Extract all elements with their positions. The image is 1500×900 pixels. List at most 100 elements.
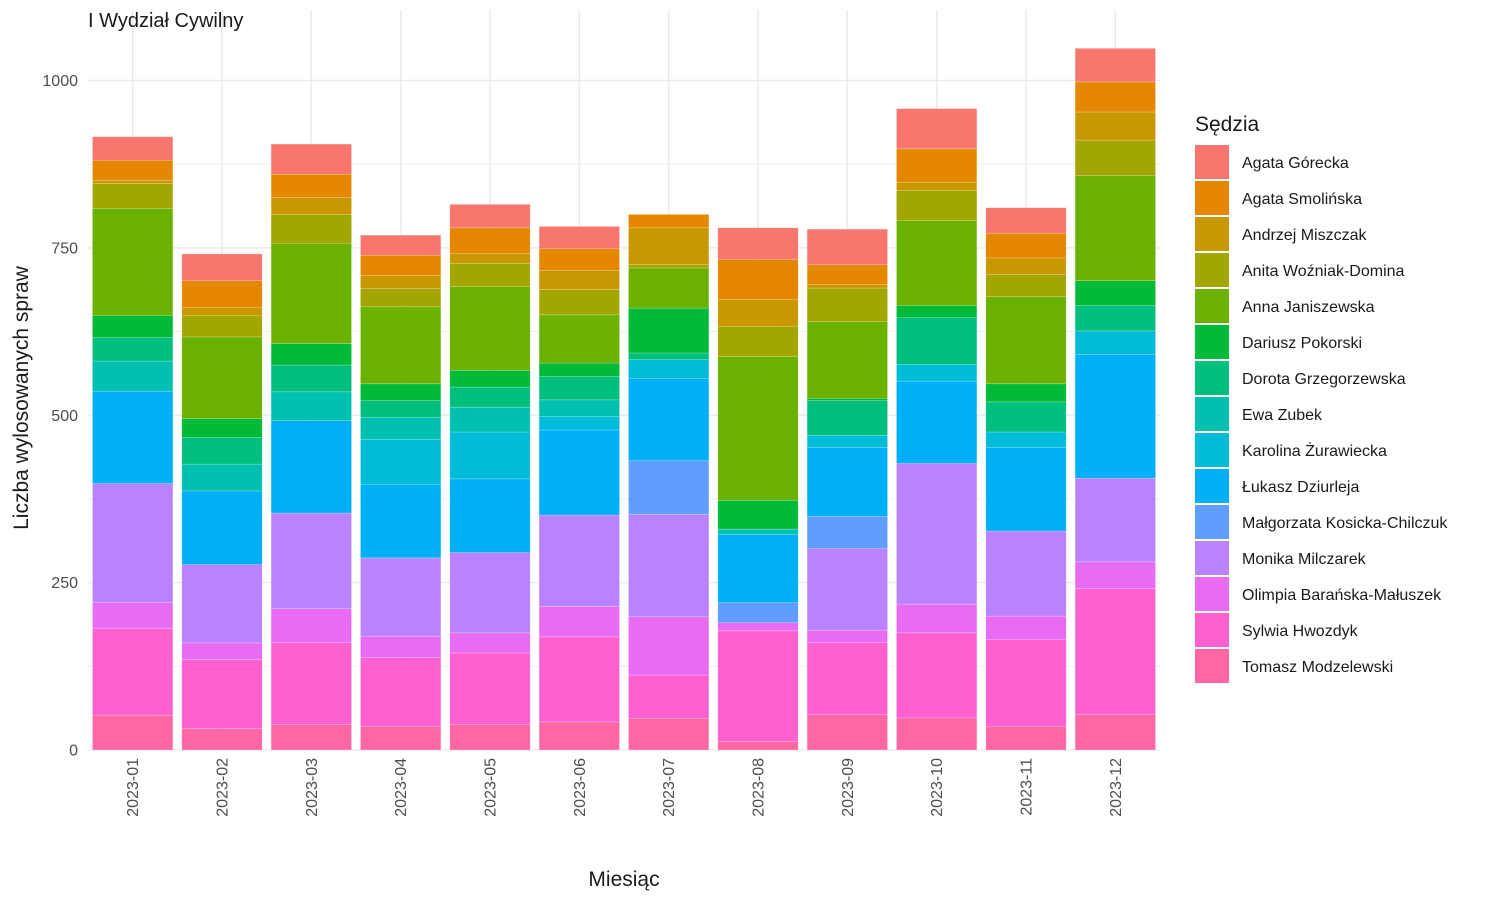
bar-segment bbox=[270, 364, 352, 393]
bar-segment bbox=[449, 724, 531, 751]
bar-segment bbox=[181, 490, 263, 565]
legend-title: Sędzia bbox=[1195, 113, 1260, 136]
bar-segment bbox=[92, 136, 174, 161]
bar-segment bbox=[92, 337, 174, 362]
bar-segment bbox=[181, 463, 263, 492]
bar-segment bbox=[1074, 561, 1156, 589]
legend-label: Agata Górecka bbox=[1242, 155, 1349, 172]
bar-segment bbox=[985, 383, 1067, 403]
bar-segment bbox=[449, 431, 531, 480]
bar-segment bbox=[449, 552, 531, 634]
bar-segment bbox=[92, 360, 174, 392]
bar-segment bbox=[717, 299, 799, 327]
bar-segment bbox=[806, 400, 888, 436]
bar-segment bbox=[360, 439, 442, 485]
bar-segment bbox=[1074, 588, 1156, 715]
bar-segment bbox=[449, 632, 531, 654]
bar-segment bbox=[449, 652, 531, 725]
bar-segment bbox=[896, 305, 978, 318]
bar-segment bbox=[181, 564, 263, 644]
legend-label: Agata Smolińska bbox=[1242, 191, 1362, 208]
bar-segment bbox=[92, 208, 174, 316]
bar-segment bbox=[360, 726, 442, 751]
bar-segment bbox=[985, 296, 1067, 385]
bar-segment bbox=[628, 214, 710, 229]
legend-label: Dariusz Pokorski bbox=[1242, 335, 1362, 352]
bar-segment bbox=[628, 359, 710, 379]
bar-segment bbox=[449, 370, 531, 388]
legend-swatch bbox=[1195, 433, 1229, 467]
bar-segment bbox=[270, 197, 352, 215]
bar-segment bbox=[985, 530, 1067, 617]
bar-segment bbox=[806, 228, 888, 265]
legend-swatch bbox=[1195, 145, 1229, 179]
bar-segment bbox=[717, 356, 799, 501]
bar-segment bbox=[270, 343, 352, 366]
bar-segment bbox=[181, 336, 263, 419]
bar-segment bbox=[1074, 175, 1156, 281]
bar-segment bbox=[806, 548, 888, 631]
y-tick-label: 1000 bbox=[42, 73, 78, 90]
bar-segment bbox=[449, 252, 531, 264]
bar-segment bbox=[1074, 81, 1156, 113]
bar-segment bbox=[449, 262, 531, 288]
bar-segment bbox=[896, 317, 978, 365]
bar-segment bbox=[1074, 139, 1156, 176]
x-tick-label: 2023-01 bbox=[125, 758, 142, 817]
bar-segment bbox=[360, 635, 442, 658]
legend-swatch bbox=[1195, 613, 1229, 647]
bar-segment bbox=[896, 108, 978, 150]
bar-segment bbox=[985, 232, 1067, 259]
legend-label: Andrzej Miszczak bbox=[1242, 227, 1367, 244]
bar-segment bbox=[360, 657, 442, 727]
bar-segment bbox=[92, 390, 174, 484]
bar-segment bbox=[806, 629, 888, 643]
bar-segment bbox=[806, 398, 888, 401]
bar-segment bbox=[92, 714, 174, 751]
bar-segment bbox=[985, 726, 1067, 751]
bar-segment bbox=[538, 416, 620, 431]
bar-segment bbox=[92, 602, 174, 629]
bar-segment bbox=[538, 429, 620, 516]
bar-segment bbox=[1074, 714, 1156, 751]
bar-segment bbox=[181, 659, 263, 729]
bar-segment bbox=[806, 435, 888, 448]
bar-segment bbox=[538, 606, 620, 638]
bar-segment bbox=[270, 420, 352, 514]
bar-segment bbox=[717, 528, 799, 535]
bar-segment bbox=[360, 400, 442, 418]
x-tick-label: 2023-04 bbox=[393, 758, 410, 817]
bar-segment bbox=[628, 460, 710, 515]
bar-segment bbox=[1074, 330, 1156, 355]
bar-segment bbox=[92, 315, 174, 338]
legend-label: Monika Milczarek bbox=[1242, 551, 1367, 568]
x-tick-label: 2023-12 bbox=[1108, 758, 1125, 817]
bar-segment bbox=[449, 478, 531, 553]
bar-segment bbox=[806, 264, 888, 285]
bar-segment bbox=[806, 516, 888, 549]
bar-segment bbox=[806, 714, 888, 751]
bar-segment bbox=[538, 270, 620, 290]
bar-segment bbox=[628, 674, 710, 719]
bar-segment bbox=[1074, 111, 1156, 141]
bar-segment bbox=[896, 148, 978, 183]
legend-swatch bbox=[1195, 649, 1229, 683]
legend-label: Sylwia Hwozdyk bbox=[1242, 623, 1359, 640]
legend: Sędzia Agata Górecka Agata Smolińska Andrz… bbox=[1195, 113, 1448, 683]
bar-segment bbox=[628, 718, 710, 751]
bar-segment bbox=[806, 287, 888, 322]
bar-segment bbox=[896, 380, 978, 464]
bar-segment bbox=[717, 630, 799, 742]
bar-segment bbox=[449, 286, 531, 371]
x-tick-label: 2023-10 bbox=[929, 758, 946, 817]
bar-segment bbox=[360, 557, 442, 637]
bar-segment bbox=[181, 642, 263, 660]
x-tick-label: 2023-06 bbox=[572, 758, 589, 817]
bar-segment bbox=[896, 463, 978, 605]
bar-segment bbox=[538, 362, 620, 377]
x-tick-label: 2023-08 bbox=[751, 758, 768, 817]
bar-segment bbox=[628, 378, 710, 462]
bar-segment bbox=[270, 391, 352, 421]
bar-segment bbox=[270, 641, 352, 725]
